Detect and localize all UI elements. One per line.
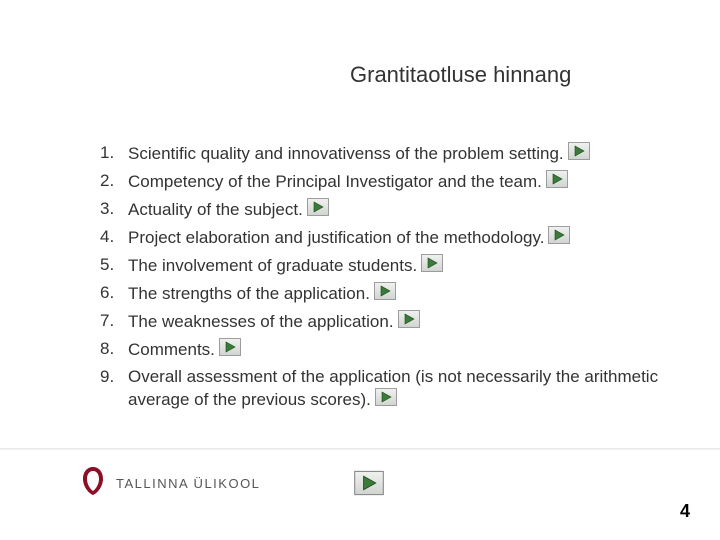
list-number: 4. — [100, 226, 128, 249]
list-item: 5. The involvement of graduate students. — [100, 254, 660, 279]
list-item: 6. The strengths of the application. — [100, 282, 660, 307]
play-icon[interactable] — [307, 198, 329, 223]
list-item: 1. Scientific quality and innovativenss … — [100, 142, 660, 167]
list-text: Overall assessment of the application (i… — [128, 366, 660, 414]
page-number: 4 — [680, 501, 690, 522]
list-item: 2. Competency of the Principal Investiga… — [100, 170, 660, 195]
university-logo: TALLINNA ÜLIKOOL — [80, 465, 260, 502]
play-icon[interactable] — [546, 170, 568, 195]
list-text: The involvement of graduate students. — [128, 254, 660, 279]
list-number: 2. — [100, 170, 128, 193]
list-text: Competency of the Principal Investigator… — [128, 170, 660, 195]
logo-text: TALLINNA ÜLIKOOL — [116, 476, 260, 491]
play-icon[interactable] — [219, 338, 241, 363]
logo-icon — [80, 465, 106, 502]
play-icon[interactable] — [421, 254, 443, 279]
list-item: 9. Overall assessment of the application… — [100, 366, 660, 414]
list-number: 1. — [100, 142, 128, 165]
list-number: 8. — [100, 338, 128, 361]
list-text: Scientific quality and innovativenss of … — [128, 142, 660, 167]
list-item: 7. The weaknesses of the application. — [100, 310, 660, 335]
criteria-list: 1. Scientific quality and innovativenss … — [100, 142, 660, 416]
list-number: 9. — [100, 366, 128, 389]
list-text: Project elaboration and justification of… — [128, 226, 660, 251]
list-item: 8. Comments. — [100, 338, 660, 363]
list-text: Comments. — [128, 338, 660, 363]
play-icon[interactable] — [398, 310, 420, 335]
list-text: The strengths of the application. — [128, 282, 660, 307]
play-icon[interactable] — [375, 388, 397, 413]
list-number: 3. — [100, 198, 128, 221]
list-number: 6. — [100, 282, 128, 305]
list-number: 5. — [100, 254, 128, 277]
play-icon[interactable] — [568, 142, 590, 167]
footer-divider — [0, 448, 720, 450]
play-icon[interactable] — [548, 226, 570, 251]
list-item: 4. Project elaboration and justification… — [100, 226, 660, 251]
list-text: The weaknesses of the application. — [128, 310, 660, 335]
list-item: 3. Actuality of the subject. — [100, 198, 660, 223]
play-icon[interactable] — [374, 282, 396, 307]
slide-title: Grantitaotluse hinnang — [350, 62, 571, 88]
list-text: Actuality of the subject. — [128, 198, 660, 223]
next-slide-icon[interactable] — [354, 470, 384, 501]
list-number: 7. — [100, 310, 128, 333]
